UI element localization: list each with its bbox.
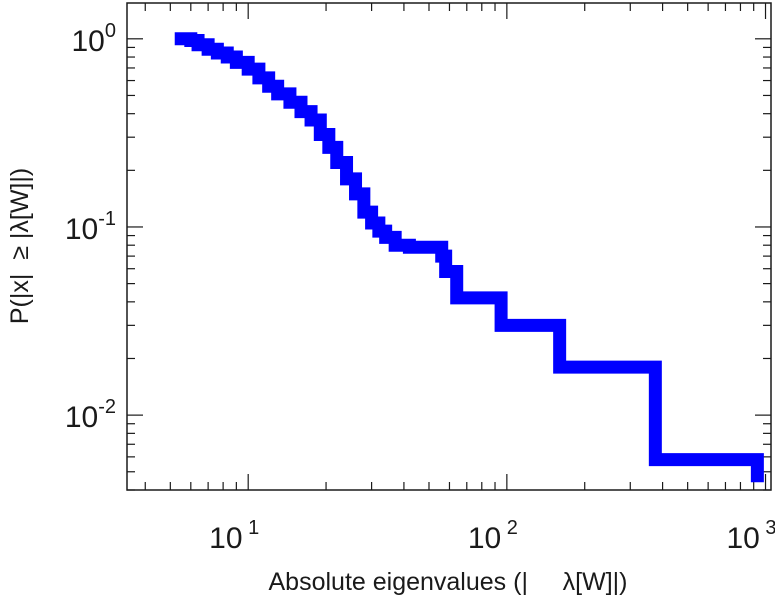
x-tick-labels: 10 1 10 2 10 3 (209, 517, 775, 555)
y-tick-label: 10-1 (65, 208, 116, 246)
x-tick-label: 10 1 (209, 517, 259, 555)
y-tick-labels: 100 10-1 10-2 (65, 20, 116, 434)
y-axis-label: P(|x| ≥ |λ[W]|) (6, 168, 34, 324)
plot-frame (126, 2, 772, 491)
x-tick-label: 10 3 (726, 517, 775, 555)
series-line (174, 32, 764, 483)
axis-ticks (127, 3, 771, 491)
x-axis-label: Absolute eigenvalues (| λ[W]|) (269, 568, 628, 596)
y-tick-label: 10-2 (65, 396, 116, 434)
x-tick-label: 10 2 (468, 517, 518, 555)
y-tick-label: 100 (72, 20, 117, 58)
series-group (174, 32, 764, 483)
